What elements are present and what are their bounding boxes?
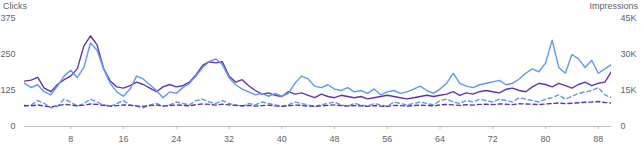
- svg-text:80: 80: [541, 134, 551, 144]
- svg-text:0: 0: [621, 121, 626, 131]
- svg-text:56: 56: [382, 134, 392, 144]
- svg-text:375: 375: [0, 13, 15, 23]
- html-text:Clicks: Clicks: [3, 1, 27, 11]
- html-text:Impressions: Impressions: [589, 1, 638, 11]
- svg-text:32: 32: [224, 134, 234, 144]
- svg-text:88: 88: [593, 134, 603, 144]
- svg-text:64: 64: [435, 134, 445, 144]
- svg-text:48: 48: [329, 134, 339, 144]
- svg-text:30K: 30K: [621, 49, 637, 59]
- svg-text:16: 16: [118, 134, 128, 144]
- svg-text:250: 250: [0, 49, 15, 59]
- svg-text:72: 72: [488, 134, 498, 144]
- svg-text:8: 8: [68, 134, 73, 144]
- svg-text:40: 40: [277, 134, 287, 144]
- svg-text:24: 24: [171, 134, 181, 144]
- svg-text:0: 0: [10, 121, 15, 131]
- svg-text:15K: 15K: [621, 85, 637, 95]
- svg-text:125: 125: [0, 85, 15, 95]
- svg-text:45K: 45K: [621, 13, 637, 23]
